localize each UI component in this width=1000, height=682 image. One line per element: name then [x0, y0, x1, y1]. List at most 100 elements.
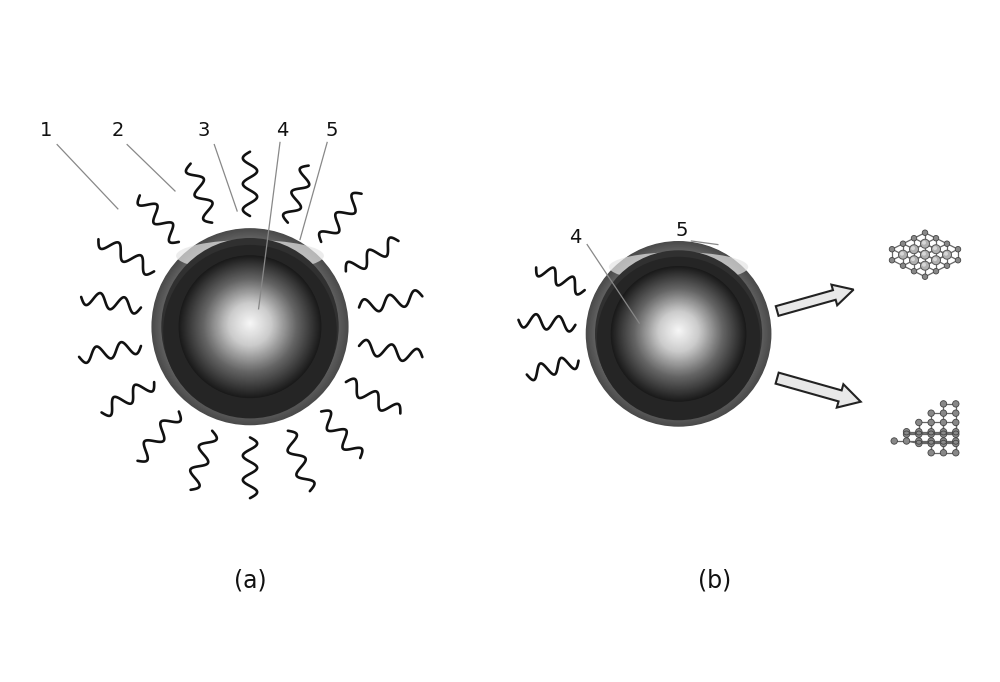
Circle shape — [625, 279, 728, 383]
Circle shape — [189, 265, 311, 387]
Circle shape — [933, 246, 939, 252]
Circle shape — [186, 261, 311, 386]
Circle shape — [217, 292, 276, 351]
Circle shape — [596, 251, 760, 415]
Circle shape — [911, 246, 915, 250]
Circle shape — [216, 291, 277, 352]
Circle shape — [663, 316, 686, 339]
Circle shape — [231, 305, 269, 343]
Circle shape — [182, 258, 315, 391]
Circle shape — [669, 321, 688, 340]
Circle shape — [600, 254, 756, 411]
Circle shape — [618, 272, 740, 395]
Circle shape — [667, 320, 690, 342]
Circle shape — [195, 271, 300, 376]
Circle shape — [622, 277, 731, 385]
Circle shape — [910, 245, 918, 254]
Circle shape — [622, 276, 732, 386]
Circle shape — [620, 275, 737, 391]
Circle shape — [637, 291, 721, 374]
Circle shape — [247, 320, 253, 327]
Circle shape — [922, 263, 928, 269]
Circle shape — [232, 306, 268, 342]
Circle shape — [900, 263, 906, 269]
Circle shape — [653, 306, 704, 357]
Circle shape — [203, 278, 297, 372]
Circle shape — [597, 257, 760, 420]
Circle shape — [607, 262, 748, 402]
Circle shape — [232, 306, 260, 334]
Circle shape — [656, 308, 702, 355]
Text: 4: 4 — [569, 228, 581, 247]
Circle shape — [192, 267, 304, 379]
Circle shape — [177, 253, 320, 396]
Circle shape — [646, 299, 711, 365]
Circle shape — [932, 245, 940, 254]
Circle shape — [165, 241, 333, 409]
Circle shape — [240, 314, 260, 333]
Circle shape — [222, 297, 278, 352]
Circle shape — [933, 246, 939, 252]
Circle shape — [900, 252, 904, 256]
Circle shape — [225, 299, 275, 349]
Circle shape — [889, 246, 895, 252]
Circle shape — [220, 294, 280, 355]
Circle shape — [219, 293, 281, 356]
Circle shape — [589, 244, 768, 424]
Circle shape — [632, 286, 725, 379]
Circle shape — [242, 316, 258, 331]
Circle shape — [185, 262, 315, 391]
Circle shape — [175, 251, 323, 399]
Circle shape — [200, 276, 300, 376]
Circle shape — [182, 259, 318, 394]
Circle shape — [218, 293, 282, 357]
Circle shape — [210, 284, 290, 366]
Ellipse shape — [176, 240, 324, 271]
Circle shape — [234, 308, 257, 331]
Circle shape — [194, 269, 302, 377]
Circle shape — [656, 310, 701, 354]
Circle shape — [641, 295, 710, 364]
Circle shape — [944, 252, 950, 258]
Circle shape — [157, 233, 343, 419]
Circle shape — [639, 293, 718, 372]
Circle shape — [190, 266, 310, 387]
Circle shape — [606, 261, 749, 404]
Circle shape — [208, 283, 292, 368]
Circle shape — [204, 280, 290, 365]
Circle shape — [649, 303, 708, 361]
Circle shape — [238, 312, 262, 336]
Circle shape — [183, 260, 317, 393]
Circle shape — [599, 254, 757, 412]
Circle shape — [190, 266, 310, 386]
Circle shape — [233, 307, 259, 333]
Circle shape — [625, 280, 728, 382]
Circle shape — [642, 296, 715, 368]
Circle shape — [201, 276, 294, 370]
Circle shape — [652, 305, 698, 351]
Circle shape — [674, 326, 684, 336]
Circle shape — [674, 326, 683, 336]
Circle shape — [240, 314, 260, 333]
Circle shape — [180, 257, 320, 396]
Circle shape — [903, 438, 910, 444]
Circle shape — [651, 304, 699, 353]
Circle shape — [661, 314, 696, 349]
Circle shape — [219, 294, 274, 348]
Circle shape — [236, 310, 264, 338]
Circle shape — [668, 320, 689, 342]
Circle shape — [660, 313, 697, 349]
Circle shape — [953, 400, 959, 407]
Circle shape — [603, 257, 753, 407]
Circle shape — [953, 441, 959, 447]
Circle shape — [180, 256, 320, 397]
Circle shape — [653, 306, 704, 357]
Circle shape — [953, 431, 959, 437]
Circle shape — [215, 290, 285, 359]
Circle shape — [192, 269, 308, 384]
Circle shape — [612, 267, 742, 397]
Text: 5: 5 — [676, 221, 688, 240]
Circle shape — [186, 263, 314, 390]
Circle shape — [640, 293, 717, 371]
Circle shape — [632, 286, 725, 379]
